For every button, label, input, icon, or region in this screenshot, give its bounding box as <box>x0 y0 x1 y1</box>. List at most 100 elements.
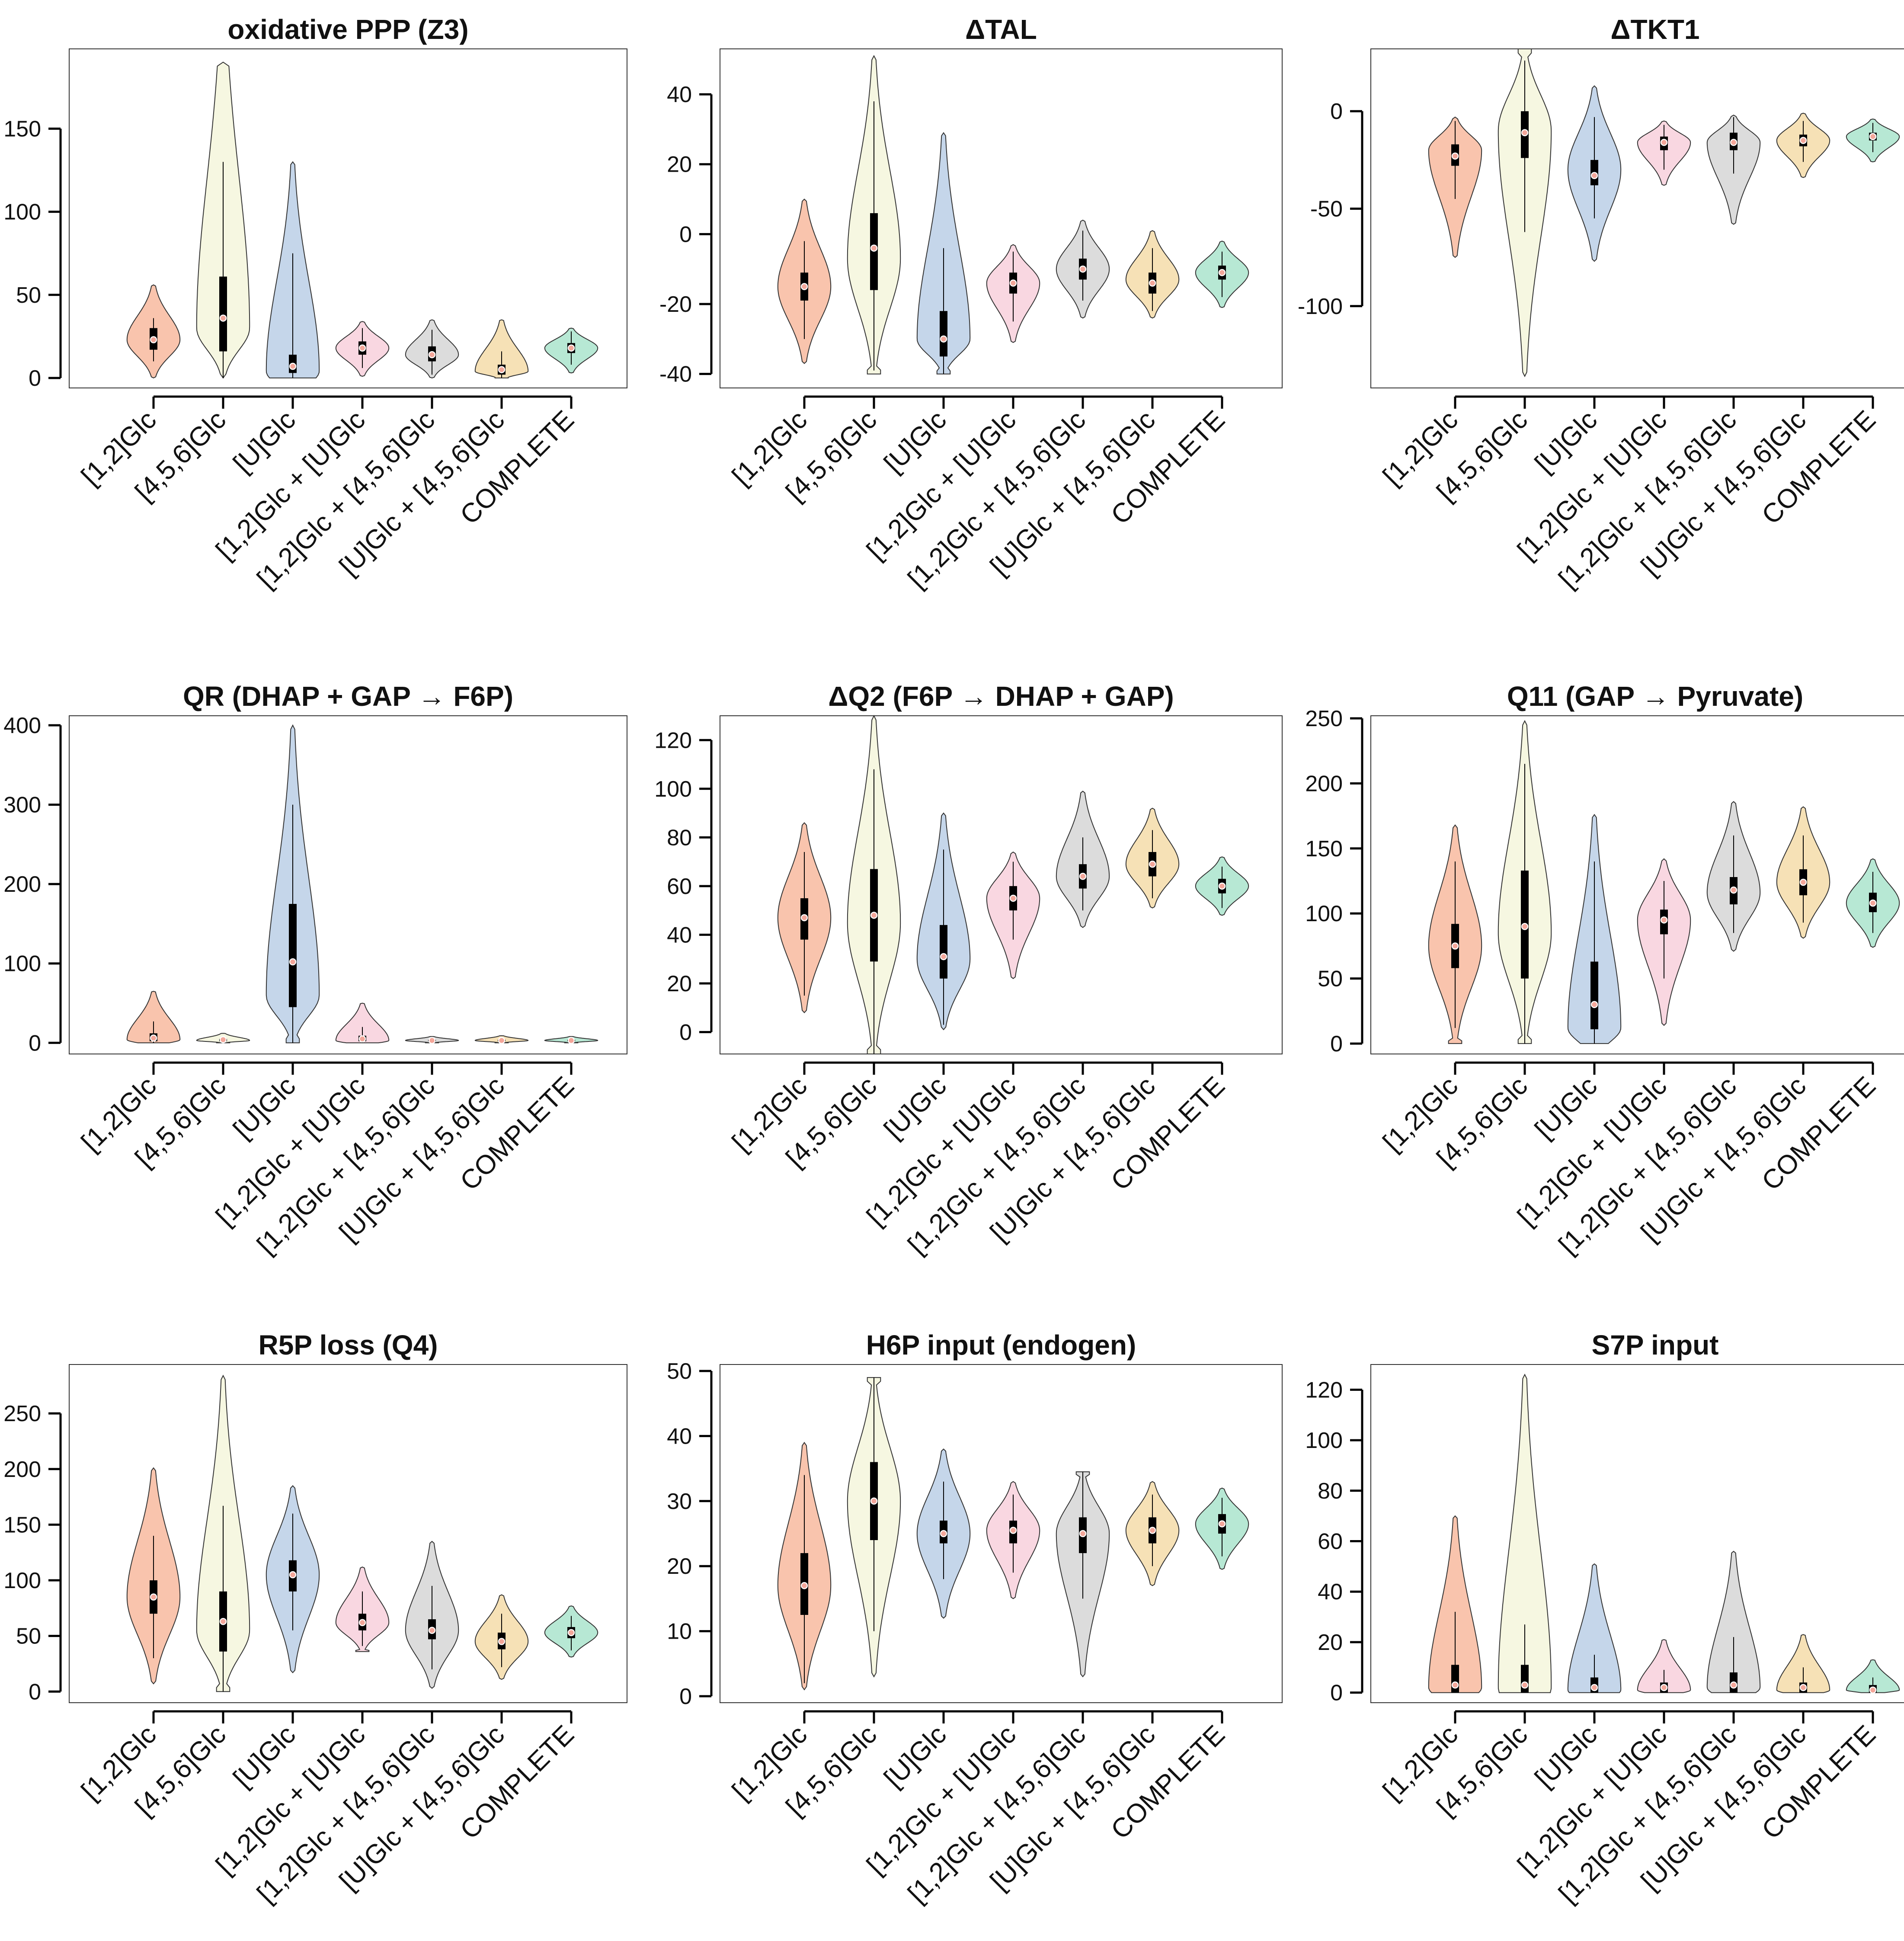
violin-median-marker <box>1590 1684 1598 1691</box>
violin-3 <box>266 724 320 1044</box>
violin-2 <box>1498 720 1552 1044</box>
violin-median-marker <box>1451 152 1459 160</box>
violin-median-marker <box>1451 942 1459 950</box>
y-tick-label: 0 <box>679 222 692 247</box>
y-tick-label: 20 <box>1318 1630 1343 1655</box>
violin-1 <box>126 1467 181 1685</box>
violin-median-marker <box>1009 894 1017 902</box>
violin-median-marker <box>1799 137 1807 144</box>
panel-title: ΔTAL <box>965 14 1037 45</box>
violin-median-marker <box>1218 882 1226 890</box>
y-tick-label: 100 <box>654 777 692 802</box>
violin-6 <box>474 1594 529 1680</box>
violin-body <box>335 1003 390 1044</box>
y-tick-label: 60 <box>1318 1529 1343 1554</box>
violin-median-marker <box>1799 878 1807 886</box>
y-tick-label: 80 <box>1318 1479 1343 1504</box>
violin-median-marker <box>1869 899 1877 907</box>
violin-5 <box>1706 1550 1761 1693</box>
violin-3 <box>266 1485 320 1673</box>
violin-7 <box>544 327 598 374</box>
y-tick-label: 0 <box>29 366 41 391</box>
violin-2 <box>196 1033 250 1044</box>
y-tick-label: 100 <box>3 1568 41 1593</box>
y-tick-label: 0 <box>679 1020 692 1045</box>
violin-median-marker <box>1218 269 1226 276</box>
y-tick-label: 50 <box>667 1359 692 1384</box>
violin-4 <box>986 851 1040 979</box>
y-tick-label: 50 <box>16 283 41 308</box>
y-tick-label: 50 <box>1318 967 1343 992</box>
plot-frame <box>720 48 1283 388</box>
violin-3 <box>1567 814 1622 1044</box>
violin-4 <box>1637 120 1691 186</box>
violin-3 <box>916 812 971 1031</box>
violin-median-marker <box>428 351 436 359</box>
violin-6 <box>1125 230 1180 319</box>
y-tick-label: 120 <box>1305 1377 1343 1403</box>
y-tick-label: 0 <box>29 1679 41 1704</box>
violin-3 <box>266 161 320 378</box>
y-tick-label: 100 <box>1305 901 1343 926</box>
violin-7 <box>1846 1659 1900 1694</box>
violin-body <box>1637 1639 1691 1693</box>
violin-1 <box>126 990 181 1044</box>
violin-2 <box>847 1377 901 1678</box>
violin-2 <box>847 714 901 1054</box>
violin-median-marker <box>1009 279 1017 287</box>
violin-body <box>1428 1515 1482 1693</box>
violin-3 <box>916 1448 971 1619</box>
violin-median-marker <box>428 1037 436 1044</box>
violin-1 <box>1428 824 1482 1044</box>
y-tick-label: -100 <box>1298 294 1343 319</box>
violin-5 <box>1706 115 1761 225</box>
violin-median-marker <box>1730 1681 1738 1689</box>
violin-median-marker <box>1869 1686 1877 1694</box>
panel-7: R5P loss (Q4)050100150200250[1,2]Glc[4,5… <box>3 1329 627 1909</box>
y-tick-label: 150 <box>1305 836 1343 862</box>
y-tick-label: -50 <box>1310 196 1343 221</box>
y-tick-label: 20 <box>667 152 692 177</box>
plot-frame <box>720 715 1283 1054</box>
violin-1 <box>777 199 832 364</box>
y-tick-label: 100 <box>3 951 41 977</box>
violin-median-marker <box>1660 916 1668 924</box>
y-tick-label: 10 <box>667 1619 692 1644</box>
violin-median-marker <box>219 1618 227 1625</box>
violin-7 <box>544 1036 598 1044</box>
violin-4 <box>1637 1639 1691 1693</box>
violin-median-marker <box>358 1619 366 1627</box>
y-tick-label: -20 <box>659 292 692 317</box>
panel-9: S7P input020406080100120[1,2]Glc[4,5,6]G… <box>1305 1329 1904 1909</box>
violin-6 <box>1125 807 1180 909</box>
y-tick-label: 400 <box>3 713 41 738</box>
violin-5 <box>405 1036 459 1044</box>
violin-median-marker <box>800 914 808 922</box>
y-tick-label: 300 <box>3 793 41 818</box>
violin-2 <box>1498 1374 1552 1693</box>
y-tick-label: 120 <box>654 728 692 753</box>
violin-median-marker <box>940 335 947 343</box>
violin-3 <box>1567 1563 1622 1693</box>
violin-median-marker <box>1730 139 1738 146</box>
y-tick-label: -40 <box>659 362 692 387</box>
violin-median-marker <box>800 1582 808 1589</box>
violin-iqr-box <box>940 925 947 979</box>
violin-median-marker <box>1799 1684 1807 1691</box>
violin-median-marker <box>1521 129 1529 136</box>
panel-title: H6P input (endogen) <box>866 1329 1136 1361</box>
y-tick-label: 60 <box>667 874 692 899</box>
violin-median-marker <box>1521 1681 1529 1689</box>
y-tick-label: 40 <box>667 922 692 948</box>
violin-6 <box>1125 1481 1180 1586</box>
violin-6 <box>474 1035 529 1044</box>
violin-median-marker <box>289 362 297 370</box>
violin-body <box>1567 1563 1622 1693</box>
violin-median-marker <box>1730 886 1738 894</box>
violin-2 <box>196 61 250 379</box>
violin-7 <box>1195 1487 1249 1570</box>
violin-median-marker <box>870 1497 878 1505</box>
violin-median-marker <box>289 958 297 966</box>
y-tick-label: 0 <box>1330 1031 1343 1057</box>
violin-median-marker <box>1149 279 1156 287</box>
